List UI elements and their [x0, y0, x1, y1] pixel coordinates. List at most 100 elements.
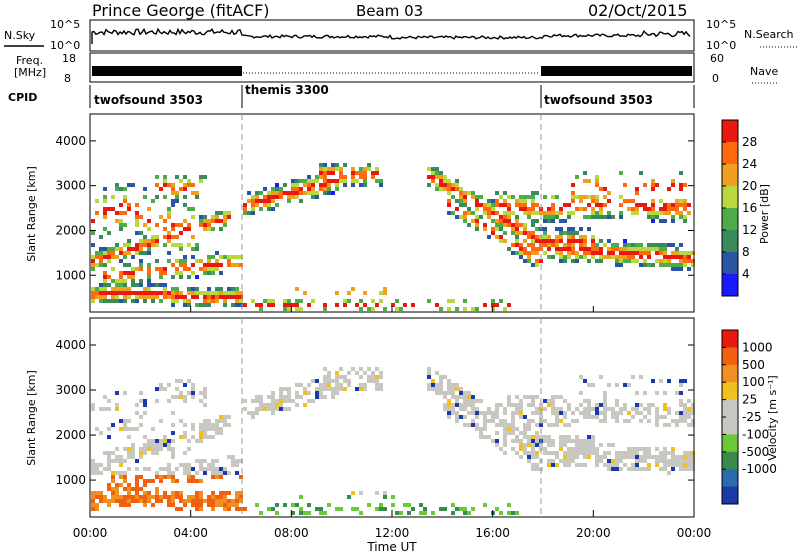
power-cell — [219, 211, 223, 215]
velocity-cell — [423, 507, 427, 511]
velocity-cell — [171, 503, 175, 507]
power-y-tick-label: 2000 — [55, 223, 86, 237]
power-cell — [667, 263, 671, 267]
velocity-cell — [407, 503, 411, 507]
velocity-cell — [547, 439, 551, 443]
power-cell — [239, 255, 243, 259]
velocity-cell — [543, 407, 547, 411]
power-cell — [631, 251, 635, 255]
power-cell — [651, 247, 655, 251]
velocity-cell — [311, 399, 315, 403]
power-cell — [675, 267, 679, 271]
velocity-cell — [171, 475, 175, 479]
power-cell — [603, 243, 607, 247]
velocity-cell — [111, 423, 115, 427]
power-cell — [99, 291, 103, 295]
velocity-cell — [647, 411, 651, 415]
power-cell — [455, 199, 459, 203]
power-cell — [323, 167, 327, 171]
velocity-cell — [559, 443, 563, 447]
power-cell — [463, 195, 467, 199]
power-cell — [587, 215, 591, 219]
power-cell — [191, 191, 195, 195]
power-cell — [571, 195, 575, 199]
velocity-cell — [107, 463, 111, 467]
velocity-cell — [167, 447, 171, 451]
velocity-colorbar-swatch — [722, 382, 738, 401]
power-cell — [595, 203, 599, 207]
power-cell — [535, 227, 539, 231]
velocity-cell — [91, 491, 95, 495]
power-cell — [459, 187, 463, 191]
power-cell — [123, 295, 127, 299]
power-cell — [339, 179, 343, 183]
velocity-cell — [679, 455, 683, 459]
power-cell — [303, 183, 307, 187]
velocity-cell — [583, 447, 587, 451]
velocity-cell — [131, 447, 135, 451]
power-cell — [215, 287, 219, 291]
power-cell — [151, 243, 155, 247]
velocity-cell — [203, 403, 207, 407]
velocity-cell — [443, 403, 447, 407]
velocity-cell — [679, 415, 683, 419]
power-cell — [291, 179, 295, 183]
power-cell — [587, 227, 591, 231]
power-cell — [211, 227, 215, 231]
power-cell — [663, 259, 667, 263]
velocity-cell — [147, 499, 151, 503]
velocity-cell — [543, 447, 547, 451]
velocity-cell — [127, 455, 131, 459]
velocity-cell — [175, 387, 179, 391]
velocity-cell — [447, 379, 451, 383]
velocity-cell — [327, 371, 331, 375]
power-cell — [447, 299, 451, 303]
power-cell — [123, 299, 127, 303]
power-cell — [259, 199, 263, 203]
power-cell — [475, 203, 479, 207]
power-cell — [663, 251, 667, 255]
power-cell — [135, 223, 139, 227]
velocity-cell — [459, 403, 463, 407]
power-cell — [531, 191, 535, 195]
power-cell — [271, 303, 275, 307]
power-cell — [135, 291, 139, 295]
power-colorbar-label: Power [dB] — [758, 184, 771, 244]
power-cell — [307, 303, 311, 307]
power-cell — [91, 243, 95, 247]
velocity-cell — [455, 411, 459, 415]
velocity-cell — [687, 415, 691, 419]
power-cell — [155, 235, 159, 239]
power-cell — [143, 187, 147, 191]
velocity-cell — [583, 399, 587, 403]
velocity-cell — [135, 475, 139, 479]
power-cell — [515, 215, 519, 219]
power-cell — [555, 247, 559, 251]
velocity-cell — [447, 387, 451, 391]
power-cell — [679, 267, 683, 271]
power-cell — [323, 191, 327, 195]
power-cell — [163, 291, 167, 295]
power-cell — [511, 251, 515, 255]
velocity-cell — [159, 499, 163, 503]
velocity-cell — [427, 387, 431, 391]
power-cell — [543, 211, 547, 215]
velocity-cell — [487, 419, 491, 423]
velocity-cell — [527, 423, 531, 427]
power-cell — [683, 255, 687, 259]
power-cell — [439, 183, 443, 187]
power-cell — [551, 207, 555, 211]
power-cell — [679, 183, 683, 187]
power-cell — [103, 199, 107, 203]
velocity-cell — [179, 419, 183, 423]
power-cell — [203, 303, 207, 307]
velocity-cell — [579, 411, 583, 415]
power-cell — [683, 207, 687, 211]
power-cell — [623, 255, 627, 259]
velocity-cell — [223, 419, 227, 423]
velocity-cell — [559, 439, 563, 443]
velocity-cell — [495, 507, 499, 511]
velocity-cell — [211, 471, 215, 475]
velocity-cell — [607, 407, 611, 411]
power-cell — [683, 199, 687, 203]
